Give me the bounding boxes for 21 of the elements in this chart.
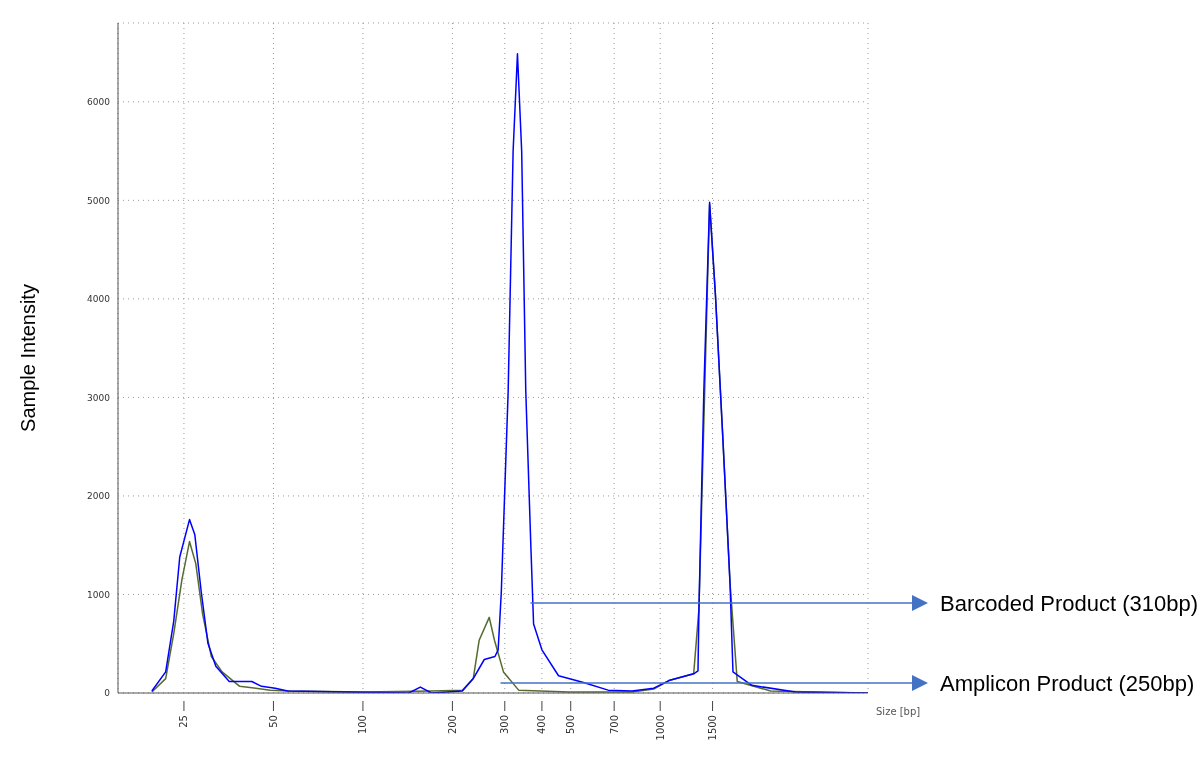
y-axis-title: Sample Intensity bbox=[17, 284, 40, 432]
text: Amplicon Product (250bp) bbox=[940, 671, 1195, 696]
y-tick-label: 1000 bbox=[87, 589, 111, 600]
text: Barcoded Product (310bp) bbox=[940, 591, 1199, 616]
y-tick-label: 4000 bbox=[87, 294, 111, 305]
x-tick-label: 700 bbox=[608, 715, 620, 735]
x-tick-label: 300 bbox=[499, 715, 511, 735]
y-tick-label: 0 bbox=[104, 688, 111, 699]
x-axis-title: Size [bp] bbox=[876, 706, 921, 717]
x-tick-label: 1000 bbox=[654, 715, 666, 741]
y-tick-label: 5000 bbox=[87, 195, 111, 206]
x-tick-label: 1500 bbox=[707, 715, 719, 741]
x-tick-label: 200 bbox=[446, 715, 458, 735]
x-tick-label: 25 bbox=[178, 715, 190, 728]
y-tick-label: 3000 bbox=[87, 392, 111, 403]
x-tick-label: 400 bbox=[536, 715, 548, 735]
x-tick-label: 100 bbox=[357, 715, 369, 735]
y-tick-label: 6000 bbox=[87, 97, 111, 108]
x-tick-label: 500 bbox=[565, 715, 577, 735]
y-tick-label: 2000 bbox=[87, 491, 111, 502]
x-tick-label: 50 bbox=[267, 715, 279, 728]
